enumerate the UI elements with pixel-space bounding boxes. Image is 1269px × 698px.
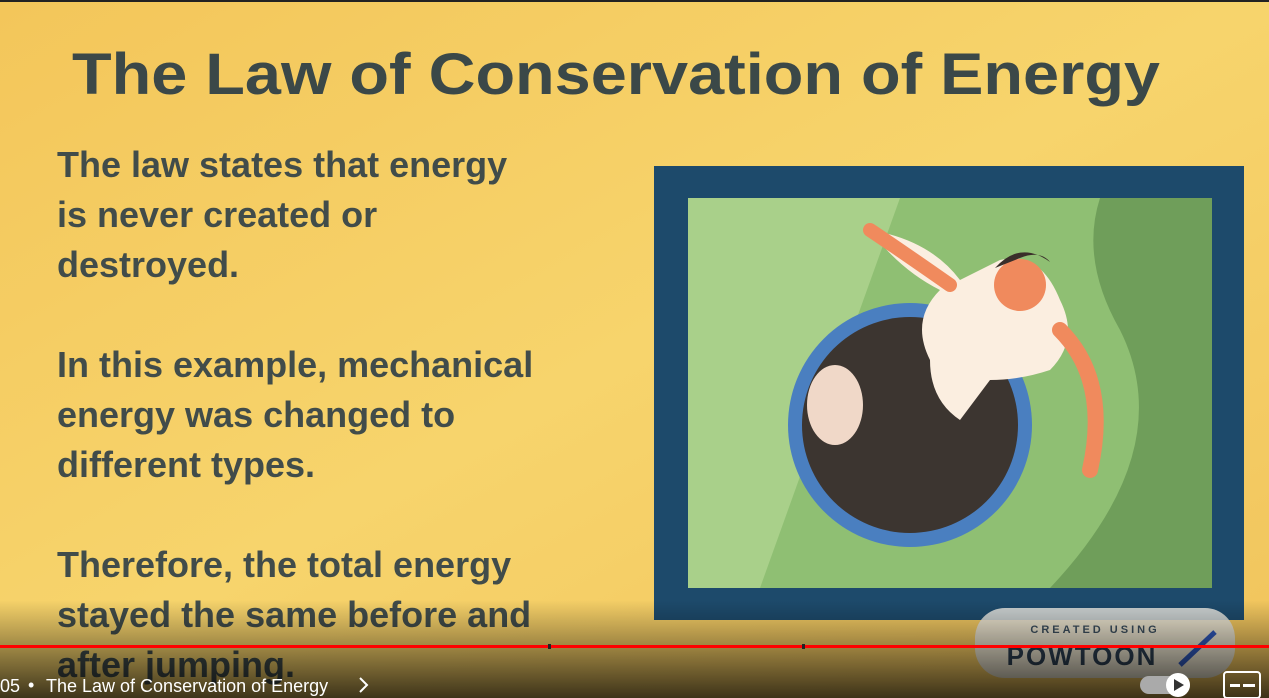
illustration [654,166,1244,620]
paragraph-line: destroyed. [57,244,239,285]
paragraph-line: The law states that energy [57,144,507,185]
paragraph-line: different types. [57,444,315,485]
paragraph-line: energy was changed to [57,394,455,435]
progress-bar[interactable] [0,644,1269,649]
paragraph-line: Therefore, the total energy [57,544,511,585]
chapter-gap [802,644,805,649]
top-edge [0,0,1269,2]
paragraph-line: In this example, mechanical [57,344,533,385]
time-display: 05 [0,676,20,696]
slide-title: The Law of Conservation of Energy [72,42,1160,107]
separator: • [28,675,34,695]
controls-shade [0,600,1269,698]
chapter-title[interactable]: The Law of Conservation of Energy [46,676,328,696]
autoplay-toggle[interactable] [1140,673,1190,697]
captions-button[interactable] [1223,671,1261,698]
paragraph-line: is never created or [57,194,377,235]
progress-played [0,645,1269,648]
chapter-chevron[interactable] [359,677,369,693]
chapter-gap [548,644,551,649]
